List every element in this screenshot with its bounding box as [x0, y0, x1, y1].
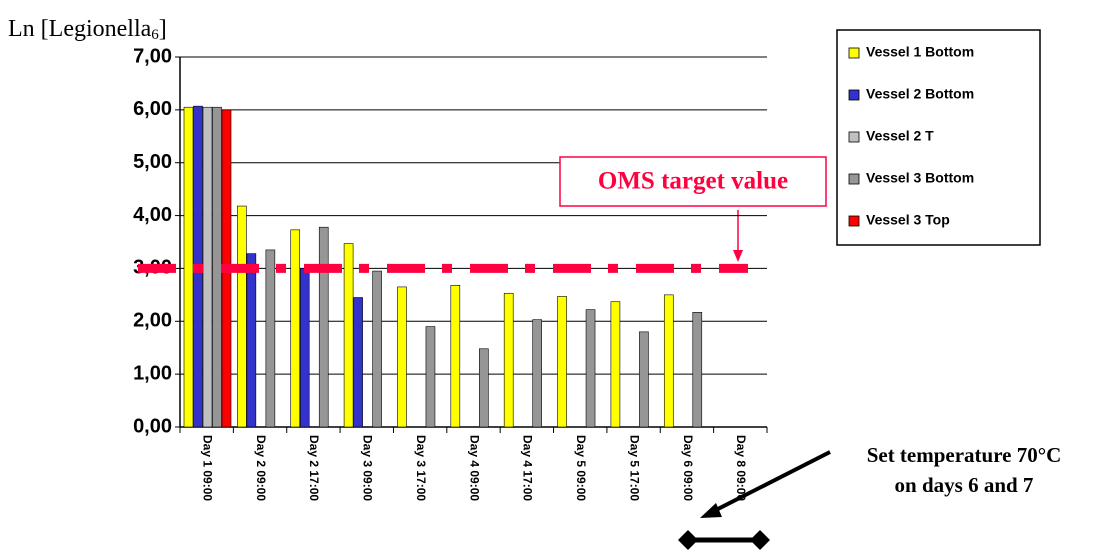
bar [183, 106, 194, 428]
period-end [750, 530, 770, 550]
legend-swatch [848, 89, 860, 101]
legend-label: Vessel 2 Bottom [866, 86, 974, 102]
bar [372, 270, 382, 428]
bar [425, 326, 436, 428]
bar [202, 106, 213, 428]
note-arrow [711, 450, 831, 514]
x-tick-label: Day 5 17:00 [627, 435, 641, 501]
bar [503, 292, 514, 428]
legend-label: Vessel 3 Bottom [866, 170, 974, 186]
x-tick-label: Day 2 09:00 [254, 435, 268, 501]
bar [639, 331, 649, 428]
bar [290, 229, 301, 428]
legend-swatch [848, 215, 860, 227]
note-line: Set temperature 70°C [867, 443, 1062, 467]
y-axis-title-sub: 6 [151, 27, 159, 43]
y-tick-label: 6,00 [133, 98, 172, 120]
legend-label: Vessel 1 Bottom [866, 44, 974, 60]
bar [212, 106, 222, 428]
y-tick-label: 5,00 [133, 151, 172, 173]
y-tick-label: 7,00 [133, 45, 172, 67]
bar [299, 268, 310, 428]
x-tick-label: Day 3 17:00 [414, 435, 428, 501]
x-tick-label: Day 8 09:00 [734, 435, 748, 501]
y-tick-label: 4,00 [133, 204, 172, 226]
bar [246, 253, 257, 428]
bar [663, 294, 674, 428]
y-axis-title: Ln [Legionella6] [8, 16, 167, 44]
note-arrowhead [700, 503, 722, 518]
legend-swatch [848, 173, 860, 185]
target-label-box [559, 156, 827, 207]
bar [610, 301, 621, 428]
bar [450, 285, 461, 428]
x-tick-label: Day 3 09:00 [361, 435, 375, 501]
x-tick-label: Day 4 09:00 [467, 435, 481, 501]
x-tick-label: Day 6 09:00 [681, 435, 695, 501]
y-tick-label: 2,00 [133, 310, 172, 332]
x-tick-label: Day 1 09:00 [201, 435, 215, 501]
bar [532, 319, 542, 428]
y-axis-title-main: Ln [Legionella [8, 16, 152, 42]
legend-label: Vessel 3 Top [866, 212, 950, 228]
bar [585, 309, 596, 428]
y-tick-label: 0,00 [133, 415, 172, 437]
bar [265, 249, 276, 428]
period-start [678, 530, 698, 550]
legend-swatch [848, 47, 860, 59]
bar [343, 243, 354, 428]
y-tick-label: 1,00 [133, 362, 172, 384]
bar [692, 311, 703, 428]
legend-label: Vessel 2 T [866, 128, 934, 144]
bar [557, 296, 567, 428]
annotation-arrowhead [733, 250, 743, 262]
x-tick-label: Day 4 17:00 [521, 435, 535, 501]
legend-box [836, 29, 1041, 246]
bar [397, 286, 407, 428]
legend-swatch [848, 131, 860, 143]
x-tick-label: Day 2 17:00 [307, 435, 321, 501]
bar [318, 226, 329, 428]
bar [237, 205, 247, 428]
x-tick-label: Day 5 09:00 [574, 435, 588, 501]
y-axis-title-end: ] [159, 16, 167, 42]
note-line: on days 6 and 7 [895, 473, 1034, 497]
bar [479, 348, 489, 428]
target-label: OMS target value [598, 168, 788, 195]
bar [353, 297, 363, 428]
